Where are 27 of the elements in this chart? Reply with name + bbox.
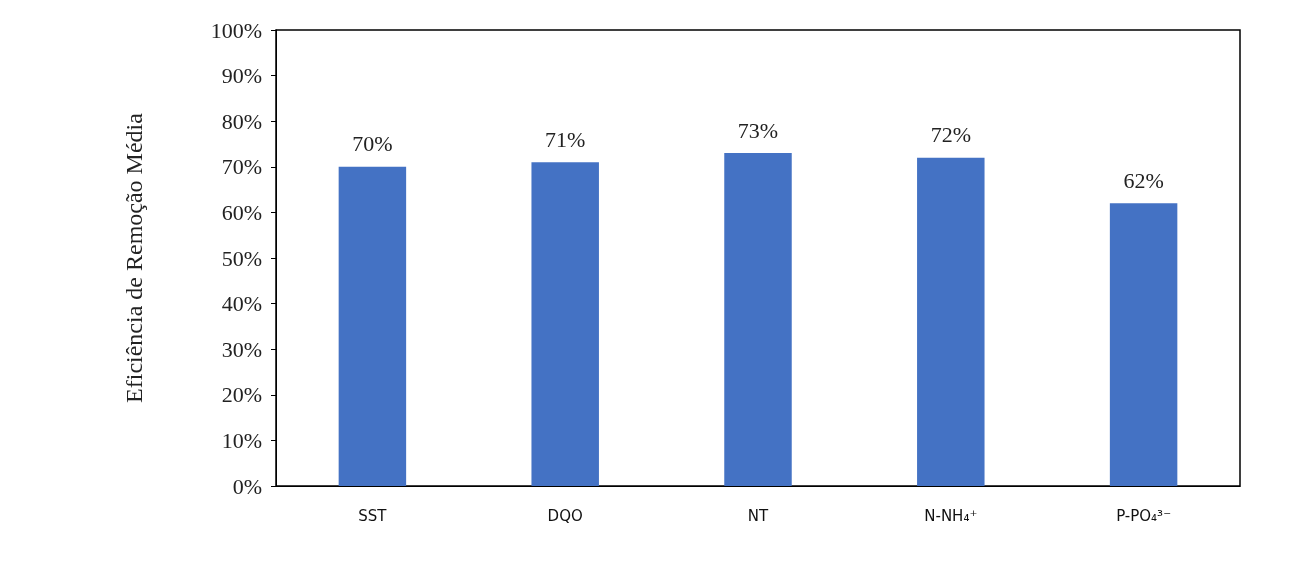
x-tick-label: NT	[747, 506, 770, 525]
y-tick-label: 90%	[221, 63, 262, 89]
y-tick-label: 50%	[221, 245, 262, 271]
y-tick-label: 30%	[221, 336, 262, 362]
data-label: 72%	[930, 122, 971, 148]
bar	[917, 157, 985, 486]
x-tick-label: SST	[358, 506, 388, 525]
y-tick-label: 80%	[221, 108, 262, 134]
y-tick-label: 10%	[221, 427, 262, 453]
data-label: 71%	[545, 126, 586, 152]
bar	[724, 153, 792, 486]
y-tick-label: 40%	[221, 291, 262, 317]
bar	[531, 162, 599, 486]
data-label: 73%	[737, 117, 779, 143]
x-tick-label: DQO	[547, 506, 583, 525]
bar	[1109, 203, 1178, 486]
y-tick-label: 100%	[210, 17, 262, 43]
x-tick-label: P-PO₄³⁻	[1116, 506, 1172, 525]
y-axis-title: Eficiência de Remoção Média	[121, 112, 147, 403]
y-tick-label: 0%	[232, 473, 262, 499]
y-tick-label: 70%	[221, 154, 262, 180]
y-tick-label: 60%	[221, 199, 262, 225]
y-tick-label: 20%	[221, 382, 262, 408]
bar	[338, 166, 407, 486]
data-label: 62%	[1123, 167, 1164, 193]
x-tick-label: N-NH₄⁺	[924, 506, 978, 525]
data-label: 70%	[352, 131, 393, 157]
